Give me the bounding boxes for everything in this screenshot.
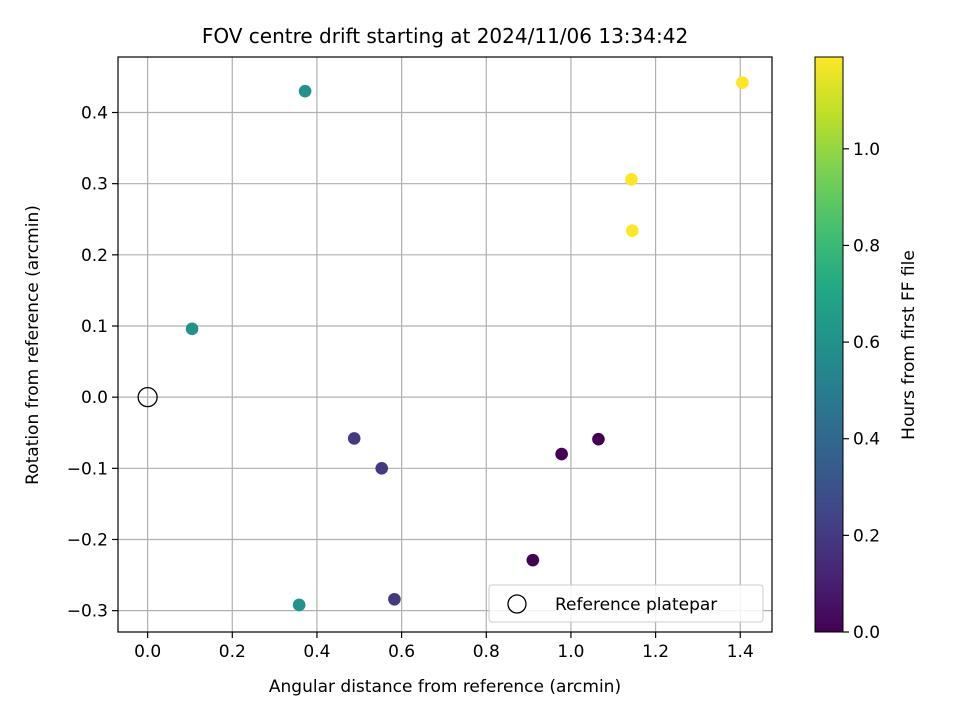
x-tick-label: 1.2 <box>642 642 669 662</box>
data-point <box>292 598 306 612</box>
y-tick-label: −0.1 <box>67 459 108 479</box>
data-point <box>298 84 312 98</box>
chart-title: FOV centre drift starting at 2024/11/06 … <box>202 24 688 48</box>
data-point <box>626 224 639 237</box>
legend: Reference platepar <box>488 584 764 623</box>
y-tick-label: −0.2 <box>67 530 108 550</box>
colorbar-tick-label: 0.2 <box>853 526 880 546</box>
data-point <box>347 432 361 445</box>
y-tick-label: 0.2 <box>81 246 108 266</box>
x-axis-ticks: 0.0 0.2 0.4 0.6 0.8 1.0 1.2 1.4 <box>134 632 754 662</box>
data-point <box>555 447 568 461</box>
y-tick-label: 0.3 <box>81 175 108 195</box>
colorbar-ticks: 0.0 0.2 0.4 0.6 0.8 1.0 <box>843 140 880 643</box>
x-tick-label: 0.2 <box>219 642 246 662</box>
y-tick-label: 0.0 <box>81 388 108 408</box>
colorbar-tick-label: 0.4 <box>853 430 880 450</box>
y-tick-label: −0.3 <box>67 602 108 622</box>
x-tick-label: 1.0 <box>557 642 584 662</box>
colorbar-tick-label: 1.0 <box>853 140 880 160</box>
data-point <box>592 432 605 446</box>
x-tick-label: 1.4 <box>727 642 754 662</box>
legend-reference-marker <box>507 594 527 614</box>
data-point <box>185 322 199 336</box>
data-point <box>736 76 749 89</box>
y-axis-label: Rotation from reference (arcmin) <box>23 205 43 485</box>
data-points <box>137 76 749 612</box>
colorbar-label: Hours from first FF file <box>899 250 919 440</box>
reference-point <box>137 387 158 408</box>
x-tick-label: 0.6 <box>388 642 415 662</box>
colorbar-tick-label: 0.8 <box>853 236 880 256</box>
grid-lines <box>118 57 772 632</box>
x-tick-label: 0.8 <box>473 642 500 662</box>
x-tick-label: 0.4 <box>303 642 330 662</box>
colorbar: 0.0 0.2 0.4 0.6 0.8 1.0 Hours from first FF f… <box>814 56 919 643</box>
colorbar-tick-label: 0.0 <box>853 623 880 643</box>
colorbar-gradient <box>814 56 844 633</box>
legend-box <box>488 584 764 623</box>
y-tick-label: 0.4 <box>81 104 108 124</box>
y-axis-ticks: −0.3 −0.2 −0.1 0.0 0.1 0.2 0.3 0.4 <box>67 104 118 622</box>
colorbar-tick-label: 0.6 <box>853 333 880 353</box>
x-axis-label: Angular distance from reference (arcmin) <box>269 677 621 697</box>
data-point <box>526 553 540 567</box>
data-point <box>375 462 389 475</box>
plot-frame <box>117 56 773 633</box>
data-point <box>625 173 638 186</box>
x-tick-label: 0.0 <box>134 642 161 662</box>
y-tick-label: 0.1 <box>81 317 108 337</box>
data-point <box>388 592 401 606</box>
legend-label-reference: Reference platepar <box>555 595 717 615</box>
